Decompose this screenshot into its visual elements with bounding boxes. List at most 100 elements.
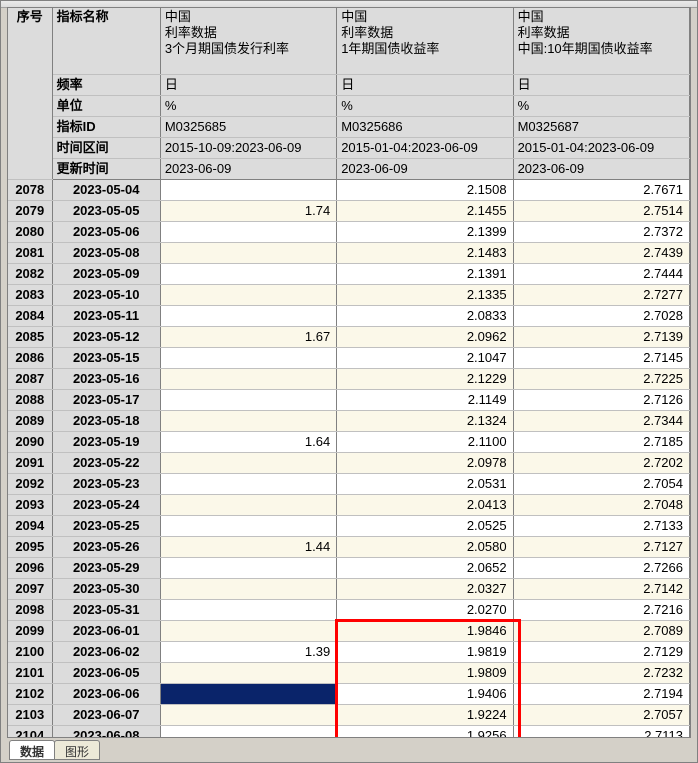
cell-value[interactable]: 2.7232 (513, 663, 689, 684)
table-row[interactable]: 20792023-05-051.742.14552.7514 (8, 201, 690, 222)
cell-value[interactable]: 2.0833 (337, 306, 513, 327)
cell-value[interactable] (160, 558, 336, 579)
col1-id[interactable]: M0325686 (337, 117, 513, 138)
col2-id[interactable]: M0325687 (513, 117, 689, 138)
table-row[interactable]: 20862023-05-152.10472.7145 (8, 348, 690, 369)
cell-value[interactable]: 1.9846 (337, 621, 513, 642)
cell-value[interactable]: 2.1391 (337, 264, 513, 285)
table-row[interactable]: 20832023-05-102.13352.7277 (8, 285, 690, 306)
row-date[interactable]: 2023-06-06 (52, 684, 160, 705)
col1-range[interactable]: 2015-01-04:2023-06-09 (337, 138, 513, 159)
row-seq[interactable]: 2102 (8, 684, 52, 705)
table-row[interactable]: 20962023-05-292.06522.7266 (8, 558, 690, 579)
cell-value[interactable]: 2.1483 (337, 243, 513, 264)
row-seq[interactable]: 2086 (8, 348, 52, 369)
cell-value[interactable]: 2.7216 (513, 600, 689, 621)
table-row[interactable]: 20782023-05-042.15082.7671 (8, 180, 690, 201)
row-date[interactable]: 2023-05-11 (52, 306, 160, 327)
table-row[interactable]: 20942023-05-252.05252.7133 (8, 516, 690, 537)
cell-value[interactable]: 1.9406 (337, 684, 513, 705)
row-seq[interactable]: 2103 (8, 705, 52, 726)
cell-value[interactable] (160, 600, 336, 621)
cell-value[interactable]: 2.0270 (337, 600, 513, 621)
cell-value[interactable]: 2.1508 (337, 180, 513, 201)
cell-value[interactable] (160, 369, 336, 390)
col0-range[interactable]: 2015-10-09:2023-06-09 (160, 138, 336, 159)
table-row[interactable]: 20852023-05-121.672.09622.7139 (8, 327, 690, 348)
col0-unit[interactable]: % (160, 96, 336, 117)
cell-value[interactable]: 2.0962 (337, 327, 513, 348)
cell-value[interactable]: 1.9819 (337, 642, 513, 663)
row-seq[interactable]: 2100 (8, 642, 52, 663)
row-date[interactable]: 2023-05-25 (52, 516, 160, 537)
table-row[interactable]: 20872023-05-162.12292.7225 (8, 369, 690, 390)
col1-unit[interactable]: % (337, 96, 513, 117)
table-row[interactable]: 20802023-05-062.13992.7372 (8, 222, 690, 243)
row-seq[interactable]: 2078 (8, 180, 52, 201)
cell-value[interactable] (160, 705, 336, 726)
cell-value[interactable]: 2.7185 (513, 432, 689, 453)
cell-value[interactable]: 1.67 (160, 327, 336, 348)
cell-value[interactable]: 2.7277 (513, 285, 689, 306)
row-date[interactable]: 2023-05-30 (52, 579, 160, 600)
tab-data[interactable]: 数据 (9, 740, 55, 760)
col1-name[interactable]: 中国 利率数据 1年期国债收益率 (337, 8, 513, 75)
cell-value[interactable] (160, 180, 336, 201)
row-seq[interactable]: 2094 (8, 516, 52, 537)
row-seq[interactable]: 2093 (8, 495, 52, 516)
cell-value[interactable]: 2.7133 (513, 516, 689, 537)
col0-updated[interactable]: 2023-06-09 (160, 159, 336, 180)
row-seq[interactable]: 2085 (8, 327, 52, 348)
cell-value[interactable]: 2.7142 (513, 579, 689, 600)
table-row[interactable]: 20842023-05-11 2.08332.7028 (8, 306, 690, 327)
cell-value[interactable] (160, 726, 336, 739)
cell-value[interactable]: 2.7202 (513, 453, 689, 474)
cell-value[interactable] (160, 453, 336, 474)
row-seq[interactable]: 2087 (8, 369, 52, 390)
row-seq[interactable]: 2099 (8, 621, 52, 642)
row-seq[interactable]: 2096 (8, 558, 52, 579)
row-date[interactable]: 2023-05-24 (52, 495, 160, 516)
cell-value[interactable]: 2.0580 (337, 537, 513, 558)
row-date[interactable]: 2023-05-08 (52, 243, 160, 264)
cell-value[interactable]: 2.0652 (337, 558, 513, 579)
header-rowlabel-id[interactable]: 指标ID (52, 117, 160, 138)
col1-freq[interactable]: 日 (337, 75, 513, 96)
header-seq-label[interactable]: 序号 (8, 8, 52, 180)
cell-value[interactable]: 2.7028 (513, 306, 689, 327)
cell-value[interactable]: 2.7048 (513, 495, 689, 516)
cell-value[interactable] (160, 621, 336, 642)
cell-value[interactable] (160, 243, 336, 264)
col0-id[interactable]: M0325685 (160, 117, 336, 138)
cell-value[interactable] (160, 579, 336, 600)
row-seq[interactable]: 2084 (8, 306, 52, 327)
row-date[interactable]: 2023-05-15 (52, 348, 160, 369)
cell-value[interactable]: 2.7439 (513, 243, 689, 264)
table-row[interactable]: 20972023-05-302.03272.7142 (8, 579, 690, 600)
cell-value[interactable]: 2.7139 (513, 327, 689, 348)
table-row[interactable]: 20982023-05-312.02702.7216 (8, 600, 690, 621)
row-date[interactable]: 2023-05-17 (52, 390, 160, 411)
row-date[interactable]: 2023-06-07 (52, 705, 160, 726)
row-seq[interactable]: 2081 (8, 243, 52, 264)
header-rowlabel-name[interactable]: 指标名称 (52, 8, 160, 75)
col2-name[interactable]: 中国 利率数据 中国:10年期国债收益率 (513, 8, 689, 75)
row-date[interactable]: 2023-06-05 (52, 663, 160, 684)
col0-name[interactable]: 中国 利率数据 3个月期国债发行利率 (160, 8, 336, 75)
row-date[interactable]: 2023-05-29 (52, 558, 160, 579)
cell-value[interactable]: 2.7057 (513, 705, 689, 726)
row-seq[interactable]: 2091 (8, 453, 52, 474)
row-date[interactable]: 2023-06-02 (52, 642, 160, 663)
row-seq[interactable]: 2104 (8, 726, 52, 739)
row-date[interactable]: 2023-05-26 (52, 537, 160, 558)
row-seq[interactable]: 2080 (8, 222, 52, 243)
col1-updated[interactable]: 2023-06-09 (337, 159, 513, 180)
cell-value[interactable]: 2.0413 (337, 495, 513, 516)
row-seq[interactable]: 2088 (8, 390, 52, 411)
table-row[interactable]: 20912023-05-222.09782.7202 (8, 453, 690, 474)
row-seq[interactable]: 2090 (8, 432, 52, 453)
cell-value[interactable] (160, 222, 336, 243)
table-row[interactable]: 21012023-06-051.98092.7232 (8, 663, 690, 684)
col0-freq[interactable]: 日 (160, 75, 336, 96)
table-row[interactable]: 20932023-05-24 2.04132.7048 (8, 495, 690, 516)
